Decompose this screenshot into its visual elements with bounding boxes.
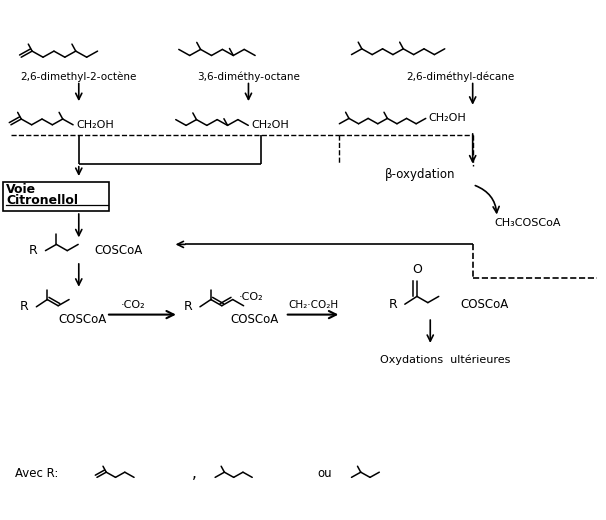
Text: CH₂OH: CH₂OH [429, 113, 467, 123]
Text: R: R [29, 244, 38, 257]
Text: CH₂OH: CH₂OH [76, 120, 114, 130]
Text: Avec R:: Avec R: [15, 467, 59, 479]
Text: R: R [184, 301, 192, 313]
Text: β-oxydation: β-oxydation [385, 167, 455, 180]
Text: Citronellol: Citronellol [6, 194, 78, 207]
Text: COSCoA: COSCoA [230, 313, 279, 327]
Text: Voie: Voie [6, 183, 36, 196]
Text: COSCoA: COSCoA [461, 297, 509, 311]
Bar [3, 182, 109, 211]
Text: ou: ou [317, 467, 331, 479]
Text: CH₂OH: CH₂OH [251, 120, 289, 131]
Text: ·CO₂: ·CO₂ [239, 292, 264, 303]
Text: ·CO₂: ·CO₂ [121, 300, 145, 310]
Text: ,: , [191, 466, 196, 480]
Text: O: O [412, 263, 422, 276]
Text: R: R [388, 297, 397, 311]
Text: COSCoA: COSCoA [94, 244, 142, 257]
Text: Oxydations  ultérieures: Oxydations ultérieures [380, 355, 511, 365]
Text: 2,6-dimethyl-2-octène: 2,6-dimethyl-2-octène [21, 72, 137, 82]
Text: CH₃COSCoA: CH₃COSCoA [494, 217, 561, 228]
Text: CH₂·CO₂H: CH₂·CO₂H [288, 300, 338, 310]
Text: COSCoA: COSCoA [58, 313, 107, 327]
Text: 2,6-diméthyl-décane: 2,6-diméthyl-décane [407, 72, 514, 82]
Text: 3,6-diméthy-octane: 3,6-diméthy-octane [197, 72, 300, 82]
Text: R: R [20, 301, 28, 313]
